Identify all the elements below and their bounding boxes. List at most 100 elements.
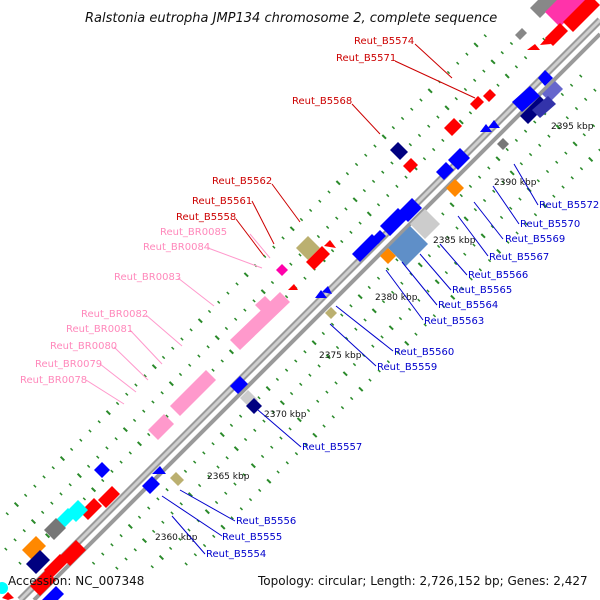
gene-label: Reut_BR0083 — [114, 272, 181, 283]
tick-mark — [312, 432, 318, 438]
tick-mark — [101, 552, 105, 556]
tick-mark — [276, 470, 280, 474]
gene-mark — [230, 376, 248, 394]
tick-mark — [110, 543, 114, 547]
tick-mark — [220, 524, 226, 530]
tick-mark — [42, 475, 46, 479]
tick-mark — [82, 497, 87, 501]
tick-mark — [13, 501, 20, 508]
tick-mark — [151, 400, 155, 404]
tick-mark — [4, 547, 8, 551]
tick-mark — [404, 340, 410, 346]
tick-mark — [342, 371, 348, 377]
tick-mark — [260, 289, 266, 295]
tick-mark — [381, 299, 386, 304]
tick-mark — [132, 418, 137, 423]
gene-mark — [22, 536, 46, 560]
tick-mark — [252, 299, 256, 303]
gene-label: Reut_B5574 — [354, 36, 414, 47]
gene-mark — [255, 296, 272, 312]
tick-mark — [184, 562, 188, 566]
tick-mark — [105, 446, 109, 450]
tick-mark — [373, 144, 377, 148]
tick-mark — [400, 116, 405, 121]
gene-label: Reut_BR0081 — [66, 324, 133, 335]
tick-mark — [487, 258, 492, 263]
tick-mark — [524, 222, 528, 226]
tick-mark — [583, 97, 588, 102]
tick-mark — [265, 386, 271, 392]
tick-mark — [192, 460, 197, 464]
tick-mark — [207, 474, 211, 478]
gene-mark — [30, 570, 56, 596]
tick-mark — [441, 304, 446, 309]
kbp-label: 2380 kbp — [375, 293, 418, 303]
tick-mark — [446, 70, 451, 75]
tick-mark — [216, 465, 220, 469]
tick-mark — [444, 105, 450, 111]
tick-mark — [165, 414, 169, 418]
tick-mark — [294, 451, 299, 456]
tick-mark — [340, 405, 345, 410]
tick-mark — [579, 166, 584, 171]
tick-mark — [88, 429, 92, 433]
tick-mark — [480, 233, 486, 239]
gene-label: Reut_BR0084 — [143, 242, 210, 253]
tick-mark — [504, 73, 510, 79]
tick-mark — [352, 197, 358, 203]
tick-mark — [204, 509, 210, 515]
tick-mark — [463, 87, 468, 92]
tick-mark — [171, 346, 175, 350]
tick-mark — [376, 203, 381, 207]
tick-mark — [180, 337, 184, 341]
tick-mark — [591, 123, 596, 128]
tick-mark — [514, 138, 519, 143]
tick-mark — [233, 482, 237, 486]
tick-mark — [285, 461, 289, 465]
tick-mark — [220, 359, 224, 363]
tick-mark — [183, 469, 188, 473]
tick-mark — [289, 262, 293, 266]
kbp-label: 2385 kbp — [433, 236, 476, 246]
tick-mark — [380, 335, 384, 339]
tick-mark — [465, 52, 469, 56]
tick-mark — [250, 463, 256, 469]
tick-mark — [59, 492, 63, 496]
tick-mark — [352, 362, 357, 367]
tick-mark — [335, 216, 339, 220]
tick-mark — [317, 364, 321, 368]
tick-mark — [147, 506, 151, 510]
gene-mark — [512, 86, 540, 112]
tick-mark — [509, 170, 515, 176]
tick-mark — [455, 226, 459, 230]
tick-mark — [272, 245, 276, 249]
labels-rna: Reut_BR0085 Reut_BR0084 Reut_BR0083 Reut… — [20, 227, 227, 386]
tick-mark — [197, 318, 203, 324]
tick-mark — [156, 497, 160, 501]
tick-mark — [137, 515, 142, 519]
tick-mark — [188, 363, 192, 367]
tick-mark — [260, 454, 265, 459]
tick-mark — [377, 369, 381, 373]
tick-mark — [463, 252, 467, 256]
tick-mark — [124, 557, 128, 561]
tick-mark — [161, 520, 165, 524]
tick-mark — [211, 368, 215, 372]
tick-mark — [50, 501, 54, 505]
gene-mark — [403, 158, 418, 173]
kbp-label: 2360 kbp — [155, 533, 198, 543]
tick-mark — [79, 438, 83, 442]
tick-mark — [453, 261, 458, 266]
tick-mark — [76, 473, 82, 479]
tick-mark — [306, 408, 311, 413]
tick-mark — [395, 350, 400, 355]
tick-mark — [335, 180, 341, 186]
gene-mark — [325, 307, 337, 319]
tick-mark — [258, 488, 262, 493]
tick-mark — [44, 533, 51, 539]
tick-mark — [519, 162, 524, 166]
tick-mark — [270, 445, 274, 449]
tick-mark — [454, 96, 458, 101]
gene-mark — [352, 234, 380, 262]
